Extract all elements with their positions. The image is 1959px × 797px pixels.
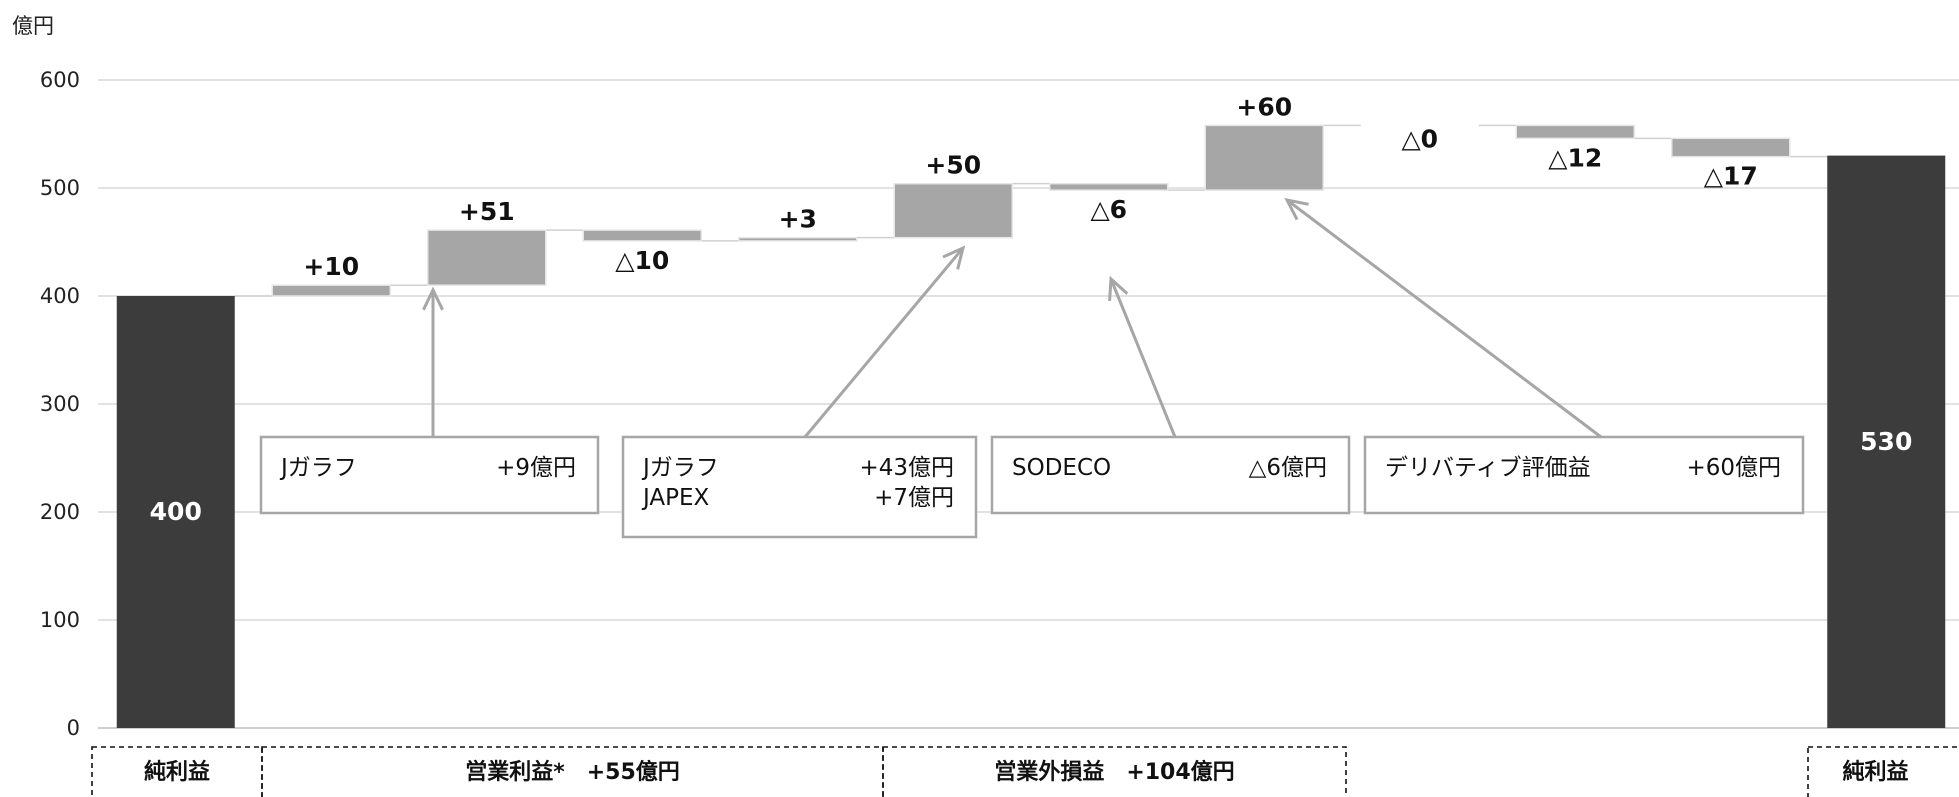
arrow-line [1109,278,1177,438]
delta-bar [1671,137,1791,158]
data-label: +60 [1236,92,1292,121]
data-label: △12 [1548,143,1602,172]
category-group-box [261,746,884,797]
arrow-head [422,286,444,311]
data-label: +3 [779,205,817,234]
annotation-value: △6億円 [1249,455,1327,481]
total-bar [1827,155,1946,729]
category-group-label: 純利益 [1842,759,1908,785]
annotation-value: +9億円 [496,455,576,481]
data-label: +10 [303,252,359,281]
annotation-box [259,435,600,515]
annotation-box [621,435,978,539]
data-label: △6 [1090,195,1127,224]
y-tick-label: 600 [40,68,80,92]
annotation-label: Jガラフ [641,455,719,481]
category-group-label: 営業外損益 +104億円 [994,759,1234,785]
category-group-label: 純利益 [144,759,210,785]
total-bar [116,296,235,728]
data-labels: 400 +10 +51 △10 +3 +50 △6 +60 △0 △12 △17 530 [150,92,1913,526]
arrow-line [803,247,965,438]
annotation-label: デリバティブ評価益 [1385,455,1591,481]
arrow-line [1286,198,1602,439]
data-label: 400 [150,497,202,526]
y-tick-label: 300 [40,392,80,416]
category-group-box [882,746,1347,797]
annotation-boxes: Jガラフ +9億円 Jガラフ +43億円 JAPEX +7億円 SODECO △6億円 デリバテ… [259,435,1805,539]
annotation-value: +43億円 [859,455,954,481]
annotation-label: JAPEX [641,485,710,511]
data-label: +51 [459,197,515,226]
data-label: 530 [1860,427,1912,456]
y-axis-unit-label: 億円 [12,14,54,38]
delta-bar [582,229,702,242]
y-tick-label: 500 [40,176,80,200]
gridlines [98,79,1959,729]
data-label: △0 [1401,124,1438,153]
delta-bar [893,182,1013,239]
category-group-box [1807,746,1959,797]
annotation-value: +7億円 [874,485,954,511]
delta-bar [1515,124,1635,140]
annotation-label: SODECO [1012,455,1111,481]
annotation-box [1363,435,1805,515]
data-label: △17 [1704,162,1758,191]
step-connectors [234,124,1828,297]
annotation-value: +60億円 [1686,455,1781,481]
waterfall-bars [116,124,1946,729]
category-group-labels: 純利益 営業利益* +55億円 営業外損益 +104億円 純利益 [91,746,1959,797]
y-tick-label: 200 [40,500,80,524]
y-tick-label: 100 [40,608,80,632]
delta-bar [1204,124,1324,191]
y-axis-tick-labels: 0 100 200 300 400 500 600 [40,68,80,740]
arrow-head [942,245,966,270]
data-label: +50 [925,151,981,180]
delta-bar [738,236,858,242]
annotation-arrows [422,197,1602,439]
data-label: △10 [615,246,669,275]
delta-bar [1049,182,1169,191]
y-tick-label: 400 [40,284,80,308]
delta-bar [427,229,547,286]
arrow-head [1284,197,1309,221]
category-group-label: 営業利益* +55億円 [465,759,680,785]
category-group-box [91,746,263,797]
arrow-head [1108,275,1129,302]
annotation-label: Jガラフ [279,455,357,481]
y-tick-label: 0 [67,716,80,740]
delta-bar [271,284,391,297]
annotation-box [990,435,1351,515]
